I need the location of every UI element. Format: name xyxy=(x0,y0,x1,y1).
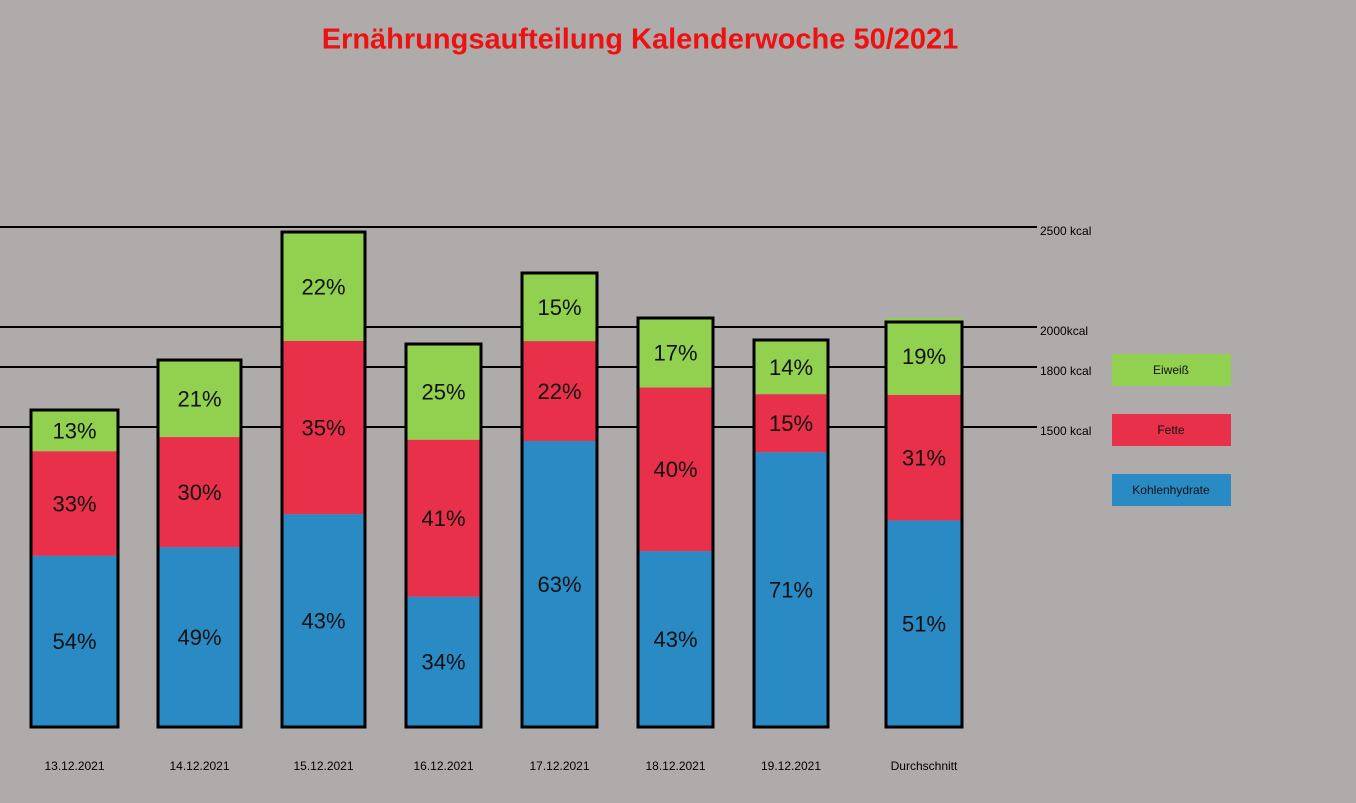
bar-segment xyxy=(522,341,597,441)
value-label: 35% xyxy=(301,415,345,440)
bar-segment xyxy=(158,547,241,727)
value-label: 30% xyxy=(177,480,221,505)
value-label: 43% xyxy=(301,608,345,633)
x-tick-label: 19.12.2021 xyxy=(761,759,821,773)
bar-segment xyxy=(638,551,713,727)
value-label: 15% xyxy=(769,411,813,436)
y-tick-label: 1500 kcal xyxy=(1040,424,1091,438)
x-tick-label: 13.12.2021 xyxy=(44,759,104,773)
bar-segment xyxy=(31,555,118,727)
value-label: 17% xyxy=(653,341,697,366)
value-label: 43% xyxy=(653,627,697,652)
bar-segment xyxy=(886,317,962,395)
chart-title: Ernährungsaufteilung Kalenderwoche 50/20… xyxy=(322,24,959,56)
value-label: 33% xyxy=(52,491,96,516)
bar-segment xyxy=(158,360,241,438)
bar-segment xyxy=(406,439,481,597)
legend-label: Kohlenhydrate xyxy=(1132,483,1210,497)
value-label: 15% xyxy=(537,295,581,320)
bar-segment xyxy=(522,440,597,727)
y-tick-label: 1800 kcal xyxy=(1040,364,1091,378)
legend-swatch xyxy=(1112,414,1231,446)
value-label: 34% xyxy=(421,650,465,675)
bar-segment xyxy=(638,318,713,388)
legend-swatch xyxy=(1112,474,1231,506)
value-label: 22% xyxy=(537,379,581,404)
bar-outline xyxy=(752,338,830,729)
y-tick-label: 2000kcal xyxy=(1040,324,1088,338)
value-label: 25% xyxy=(421,380,465,405)
x-tick-label: 18.12.2021 xyxy=(645,759,705,773)
value-label: 21% xyxy=(177,386,221,411)
bar-outline xyxy=(520,271,599,729)
bar-segment xyxy=(886,394,962,521)
bar-segment xyxy=(638,387,713,552)
bar-segment xyxy=(282,514,365,727)
value-label: 51% xyxy=(902,612,946,637)
bar-segment xyxy=(31,451,118,556)
legend-label: Eiweiß xyxy=(1153,363,1189,377)
legend-swatch xyxy=(1112,354,1231,386)
y-tick-label: 2500 kcal xyxy=(1040,224,1091,238)
value-label: 41% xyxy=(421,506,465,531)
value-label: 54% xyxy=(52,629,96,654)
bar-segment xyxy=(754,394,828,453)
x-tick-label: 14.12.2021 xyxy=(169,759,229,773)
x-tick-label: 15.12.2021 xyxy=(293,759,353,773)
value-label: 14% xyxy=(769,355,813,380)
bar-segment xyxy=(158,437,241,548)
bar-segment xyxy=(886,520,962,727)
bar-segment xyxy=(522,273,597,342)
bar-segment xyxy=(754,340,828,395)
bar-segment xyxy=(754,452,828,727)
x-tick-label: 17.12.2021 xyxy=(529,759,589,773)
value-label: 71% xyxy=(769,577,813,602)
bar-segment xyxy=(406,596,481,727)
bar-outline xyxy=(636,316,715,729)
value-label: 13% xyxy=(52,418,96,443)
value-label: 19% xyxy=(902,344,946,369)
value-label: 31% xyxy=(902,445,946,470)
value-label: 49% xyxy=(177,625,221,650)
legend-label: Fette xyxy=(1157,423,1185,437)
x-tick-label: 16.12.2021 xyxy=(413,759,473,773)
value-label: 22% xyxy=(301,274,345,299)
bar-outline xyxy=(404,342,483,729)
bar-outline xyxy=(29,408,120,729)
bar-outline xyxy=(156,358,243,729)
bar-segment xyxy=(282,232,365,341)
bar-outline xyxy=(884,320,964,729)
x-tick-label: Durchschnitt xyxy=(891,759,958,773)
bar-segment xyxy=(282,340,365,515)
value-label: 40% xyxy=(653,457,697,482)
bar-outline xyxy=(280,230,367,729)
value-label: 63% xyxy=(537,572,581,597)
bar-segment xyxy=(406,344,481,440)
bar-segment xyxy=(31,410,118,452)
